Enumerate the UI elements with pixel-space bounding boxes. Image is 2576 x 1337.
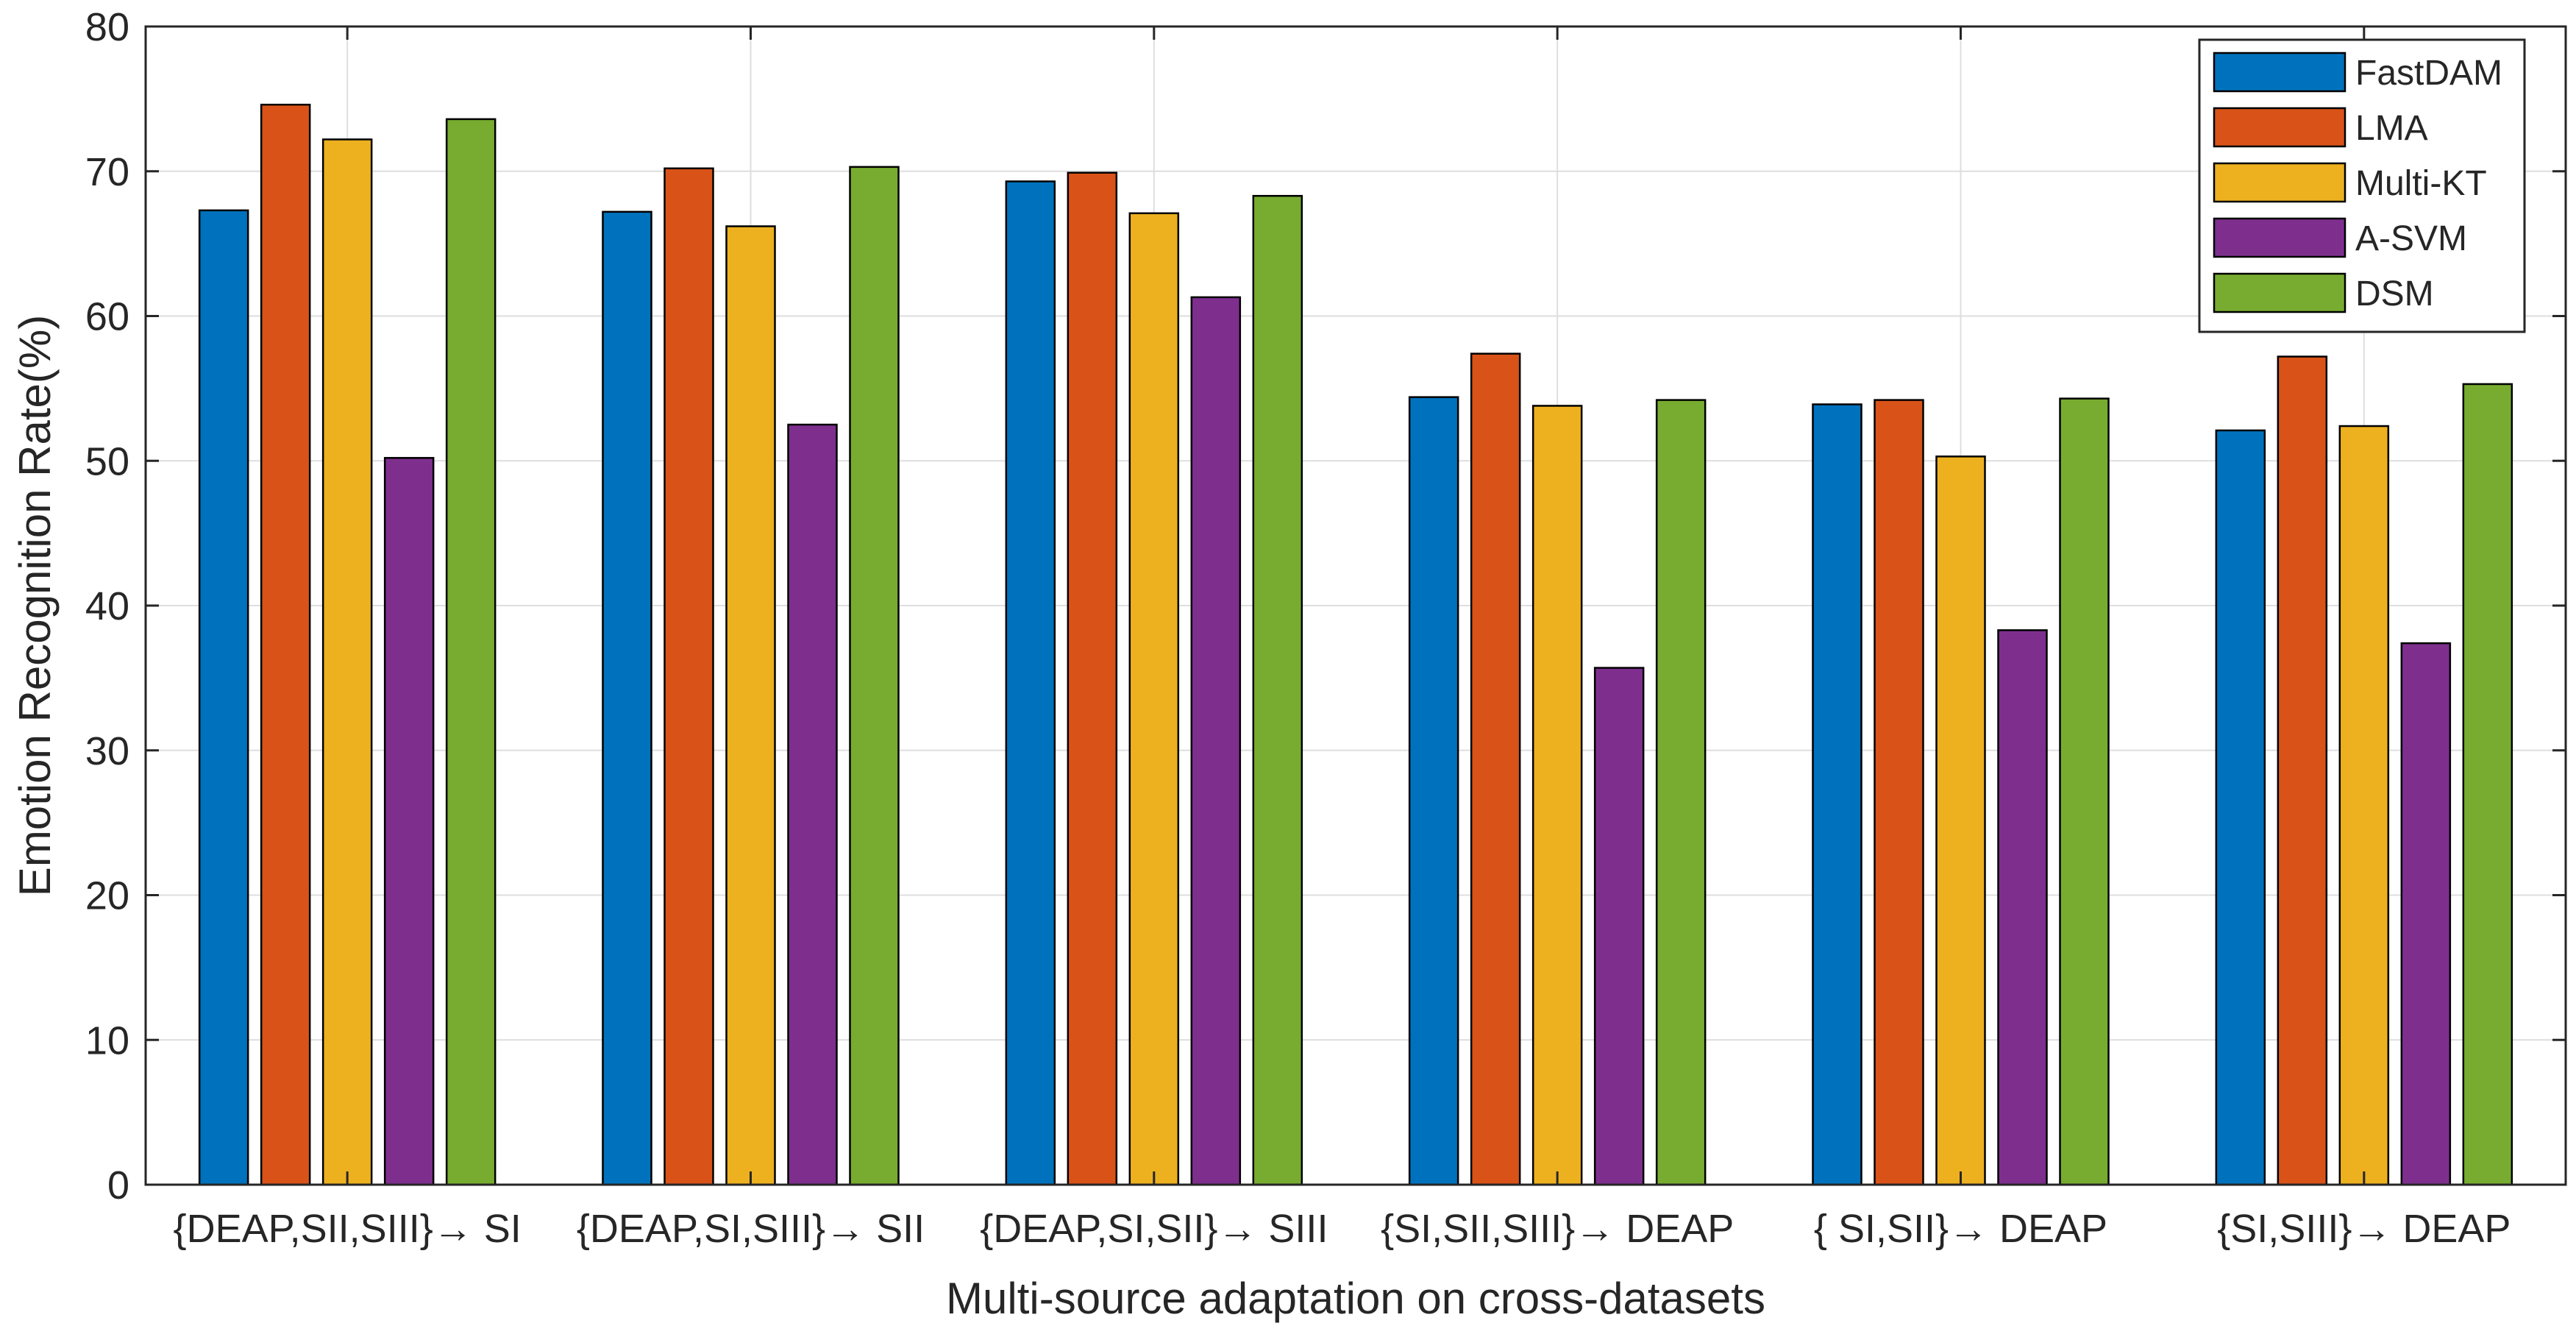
y-tick-label: 80 — [85, 5, 129, 49]
legend-swatch — [2213, 107, 2346, 148]
bar-multi-kt-4 — [1531, 405, 1583, 1186]
y-tick-label: 30 — [85, 729, 129, 773]
y-tick-label: 0 — [107, 1163, 129, 1207]
bar-lma-3 — [1067, 171, 1118, 1186]
bar-multi-kt-6 — [2338, 425, 2390, 1186]
legend-swatch — [2213, 162, 2346, 203]
y-tick-label: 20 — [85, 874, 129, 918]
bar-multi-kt-5 — [1935, 455, 1986, 1186]
x-tick-label: {DEAP,SI,SII}→ SIII — [980, 1207, 1328, 1251]
bars-group — [198, 103, 2513, 1186]
x-axis-ticks: {DEAP,SII,SIII}→ SI {DEAP,SI,SIII}→ SII {D… — [174, 26, 2511, 1251]
y-axis-ticks: 0 10 20 30 40 50 60 70 80 — [85, 5, 2566, 1207]
x-tick-label: {SI,SII,SIII}→ DEAP — [1381, 1207, 1734, 1251]
bar-multi-kt-3 — [1128, 212, 1180, 1186]
bar-dsm-5 — [2059, 397, 2110, 1186]
bar-a-svm-3 — [1190, 296, 1242, 1186]
bar-dsm-4 — [1655, 399, 1707, 1186]
bar-fastdam-4 — [1408, 396, 1459, 1186]
y-tick-label: 10 — [85, 1018, 129, 1063]
x-tick-label: {DEAP,SI,SIII}→ SII — [577, 1207, 925, 1251]
bar-dsm-3 — [1252, 194, 1303, 1186]
y-tick-label: 60 — [85, 295, 129, 339]
bar-multi-kt-2 — [725, 225, 776, 1186]
x-axis-title: Multi-source adaptation on cross-dataset… — [946, 1274, 1765, 1323]
y-tick-label: 50 — [85, 439, 129, 483]
bar-lma-5 — [1874, 399, 1924, 1186]
bar-a-svm-6 — [2400, 642, 2452, 1186]
legend-label: DSM — [2355, 274, 2434, 313]
x-tick-label: {DEAP,SII,SIII}→ SI — [174, 1207, 522, 1251]
legend-label: FastDAM — [2355, 54, 2502, 93]
bar-fastdam-2 — [602, 210, 652, 1186]
bar-a-svm-2 — [787, 423, 838, 1186]
y-tick-label: 40 — [85, 584, 129, 628]
y-axis-title: Emotion Recognition Rate(%) — [10, 315, 60, 896]
bar-dsm-1 — [445, 118, 497, 1186]
bar-dsm-2 — [849, 166, 900, 1186]
legend-swatch — [2213, 272, 2346, 313]
bar-lma-4 — [1470, 352, 1521, 1186]
legend-label: A-SVM — [2355, 219, 2467, 258]
bar-a-svm-1 — [383, 457, 435, 1186]
legend: FastDAM LMA Multi-KT A-SVM DSM — [2198, 38, 2526, 333]
bar-multi-kt-1 — [321, 138, 373, 1186]
bar-a-svm-5 — [1997, 629, 2048, 1186]
bar-dsm-6 — [2462, 383, 2513, 1186]
bar-fastdam-5 — [1812, 403, 1862, 1186]
legend-swatch — [2213, 52, 2346, 93]
bar-lma-1 — [260, 103, 311, 1186]
bar-fastdam-3 — [1005, 180, 1056, 1186]
legend-label: LMA — [2355, 109, 2428, 148]
legend-swatch — [2213, 217, 2346, 258]
bar-a-svm-4 — [1593, 667, 1645, 1186]
y-tick-label: 70 — [85, 150, 129, 194]
x-tick-label: {SI,SIII}→ DEAP — [2217, 1207, 2511, 1251]
x-tick-label: { SI,SII}→ DEAP — [1814, 1207, 2107, 1251]
legend-label: Multi-KT — [2355, 164, 2487, 203]
bar-lma-2 — [663, 167, 714, 1186]
bar-fastdam-6 — [2215, 429, 2266, 1186]
bar-fastdam-1 — [198, 209, 249, 1186]
bar-lma-6 — [2277, 355, 2328, 1186]
